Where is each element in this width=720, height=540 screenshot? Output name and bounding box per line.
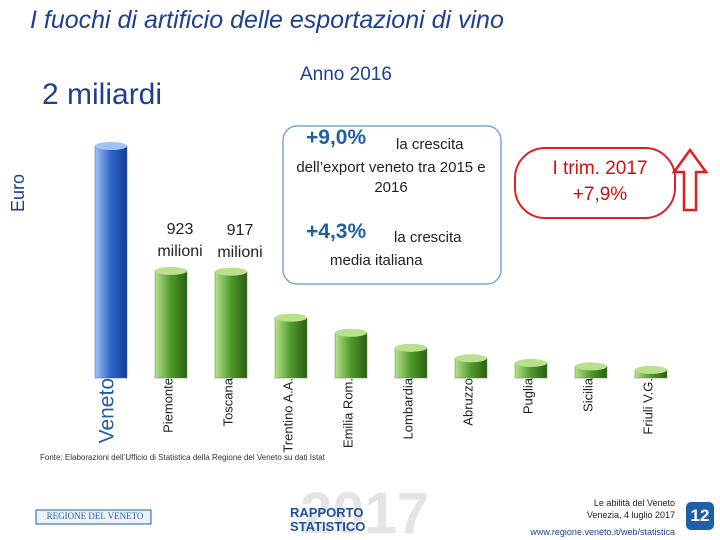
region-logo: REGIONE DEL VENETO	[46, 511, 144, 521]
bar	[334, 332, 368, 379]
italy-growth-text: la crescita	[394, 229, 462, 246]
title: I fuochi di artificio delle esportazioni…	[30, 6, 504, 34]
growth-value: +9,0%	[306, 126, 367, 149]
bar	[274, 317, 308, 379]
x-tick-label: Veneto	[95, 378, 118, 443]
bar	[94, 145, 128, 379]
x-tick-label: Friuli V.G.	[641, 378, 656, 435]
bar-top	[635, 365, 667, 374]
bar-top	[395, 343, 427, 352]
x-tick-label: Emilia Rom.	[341, 378, 356, 448]
x-tick-label: Sicilia	[581, 377, 596, 412]
bar-top	[455, 354, 487, 363]
source: Fonte: Elaborazioni dell’Ufficio di Stat…	[40, 453, 325, 462]
bar	[394, 347, 428, 379]
page-badge	[686, 502, 714, 530]
x-tick-label: Lombardia	[401, 377, 416, 439]
bar-top	[335, 328, 367, 337]
event: Le abilità del Veneto	[593, 498, 675, 508]
x-tick-label: Toscana	[221, 377, 236, 426]
x-tick-label: Piemonte	[161, 378, 176, 433]
url: www.regione.veneto.it/web/statistica	[530, 527, 675, 537]
bar-top	[155, 266, 187, 275]
quarter-growth: +7,9%	[572, 184, 628, 205]
x-tick-label: Abruzzo	[461, 378, 476, 426]
italy-growth-value: +4,3%	[306, 220, 367, 243]
bar	[154, 270, 188, 379]
value-label: 917 milioni	[217, 221, 263, 261]
callout-box	[282, 125, 502, 285]
subtitle: Anno 2016	[300, 64, 392, 85]
region-logo-box	[35, 509, 152, 525]
page-number: 12	[690, 506, 710, 525]
bar	[214, 271, 248, 379]
quarter: I trim. 2017	[552, 158, 648, 179]
up-arrow	[671, 147, 709, 212]
growth-detail: dell’export veneto tra 2015 e 2016	[296, 159, 486, 196]
x-tick-label: Trentino A.A.	[281, 378, 296, 453]
quarter-box	[514, 147, 676, 219]
x-tick-label: Puglia	[521, 377, 536, 414]
value-label: 923 milioni	[157, 220, 203, 260]
date: Venezia, 4 luglio 2017	[586, 510, 675, 520]
bar-top	[215, 267, 247, 276]
italy-growth-detail: media italiana	[330, 252, 423, 269]
value-label: 2 miliardi	[42, 78, 163, 111]
bar-top	[515, 358, 547, 367]
bar-top	[95, 142, 127, 150]
growth-text: la crescita	[396, 136, 464, 153]
report: RAPPORTO STATISTICO	[290, 505, 366, 534]
bar-top	[275, 313, 307, 322]
bar-top	[575, 362, 607, 371]
report-year: 2017	[300, 481, 430, 540]
y-axis-label: Euro	[8, 173, 28, 212]
